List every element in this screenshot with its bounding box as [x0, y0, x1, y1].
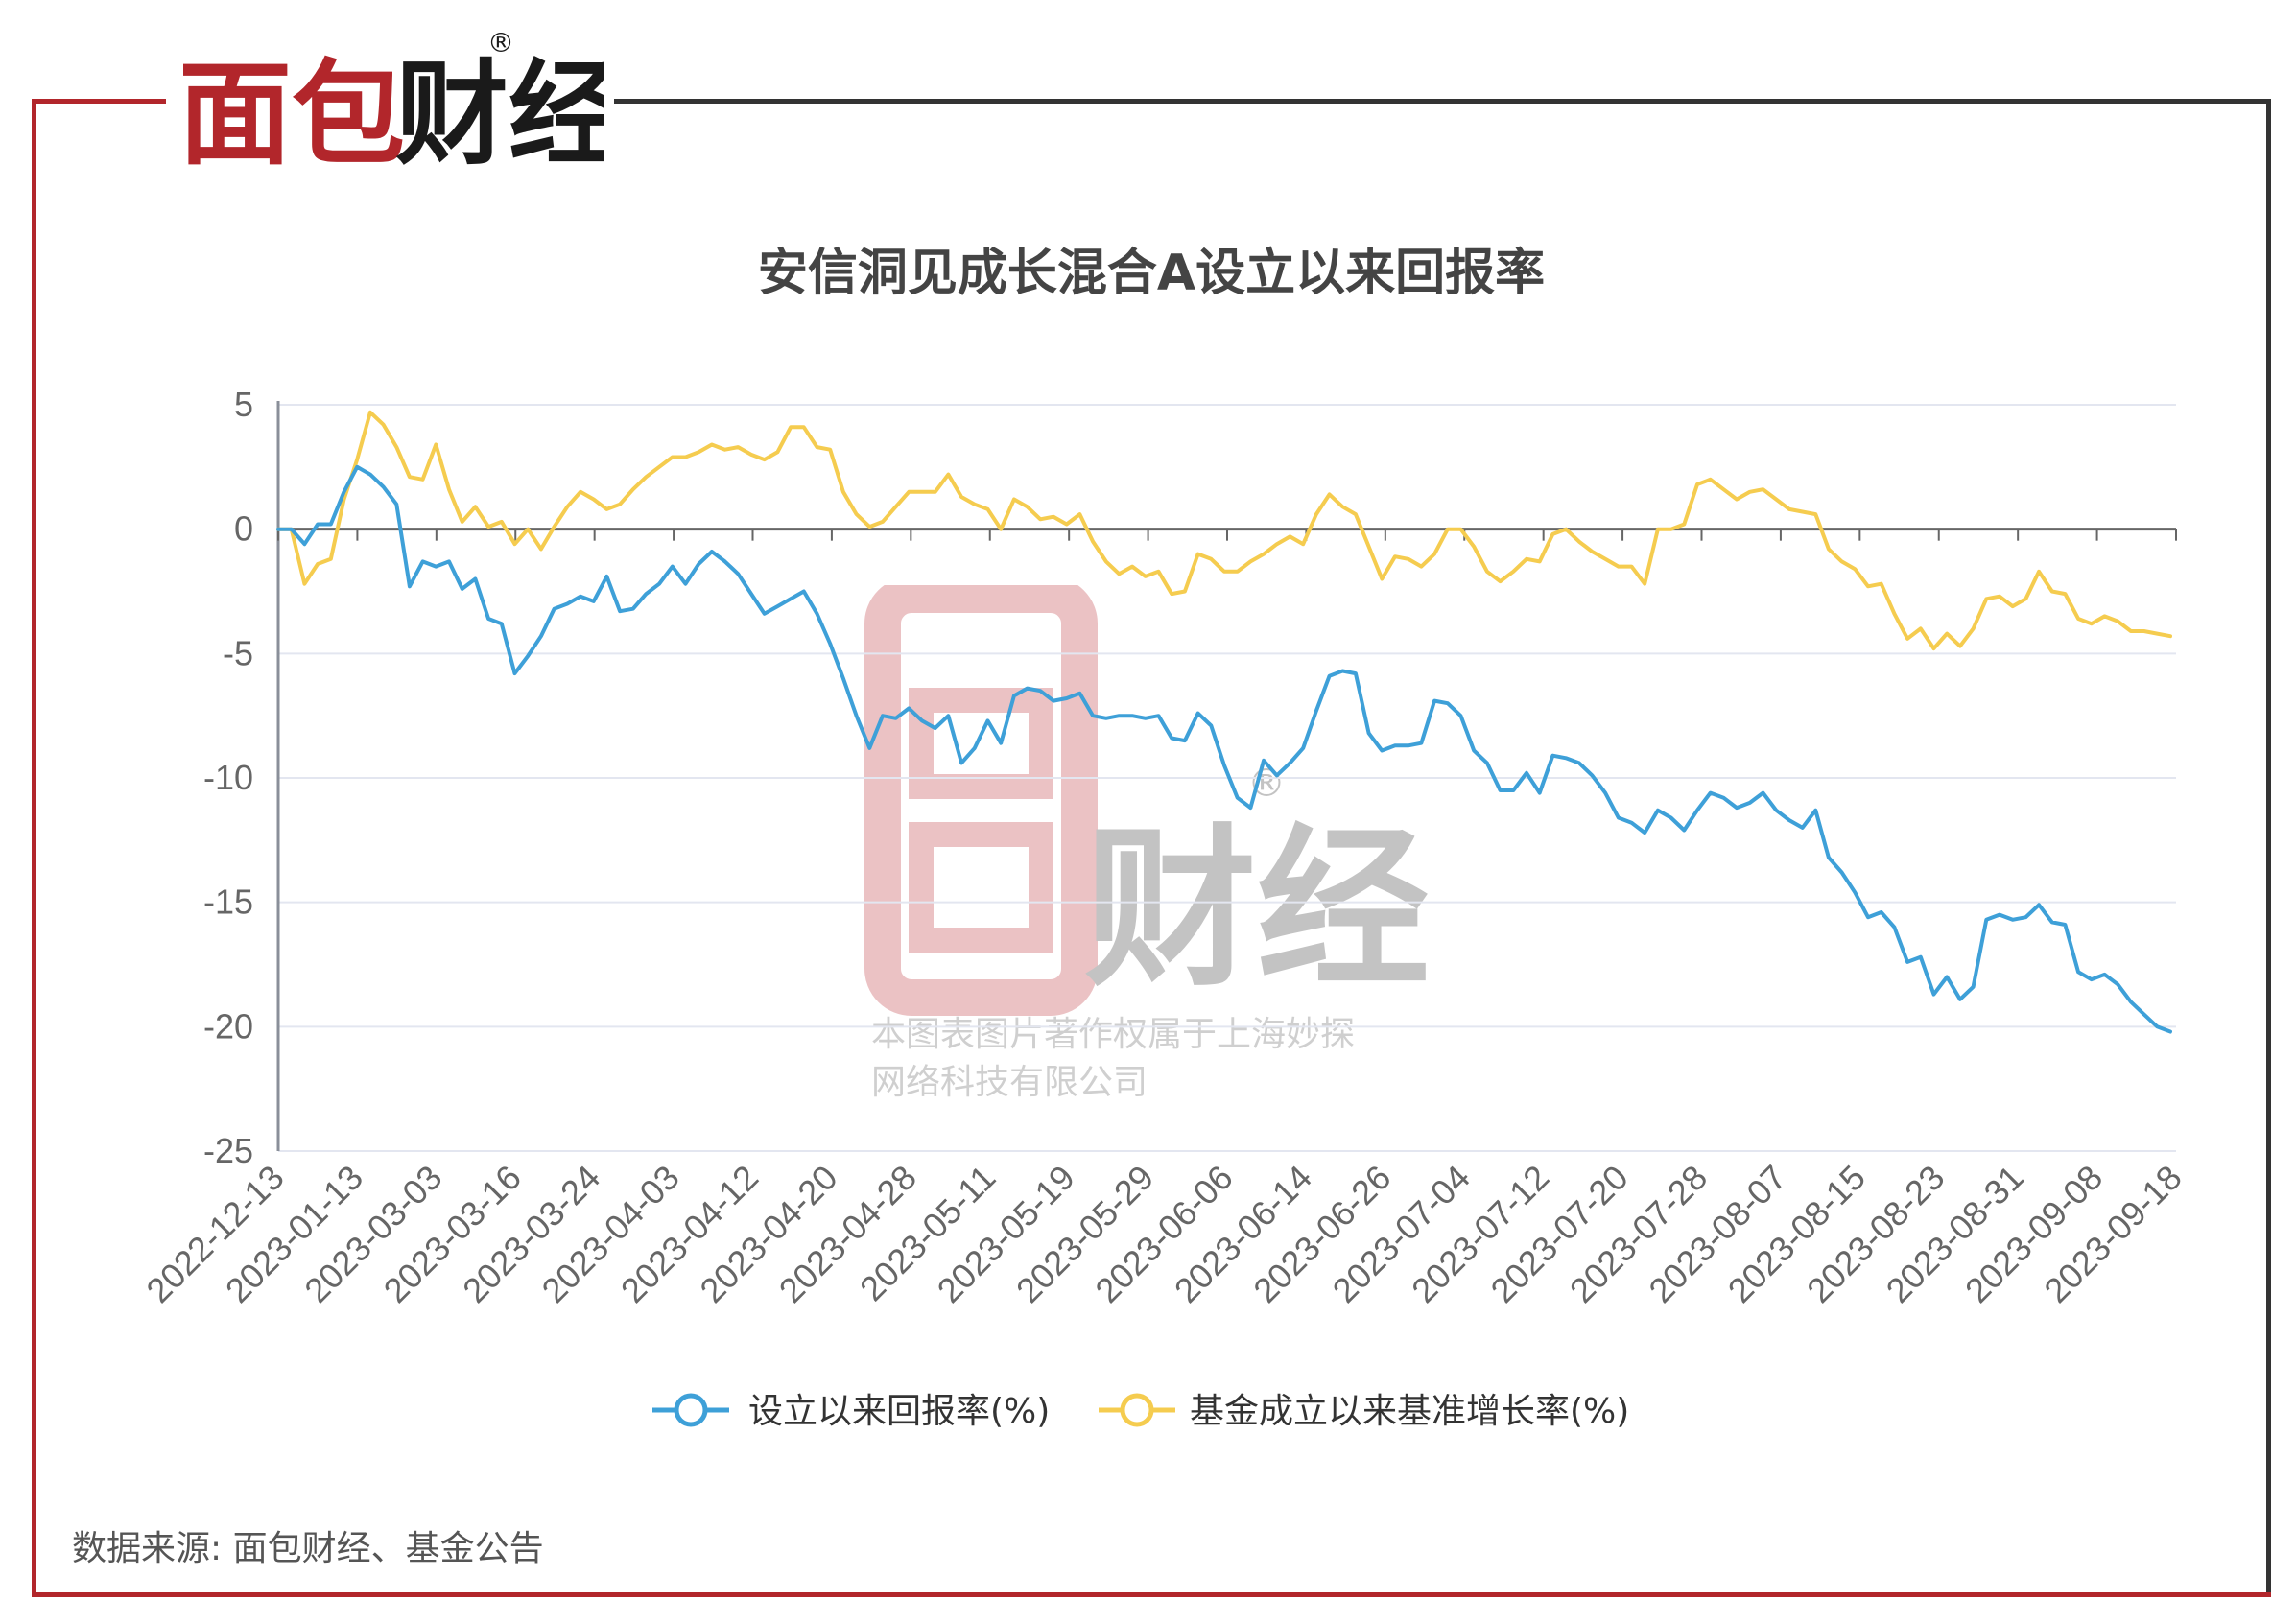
- svg-text:财经: 财经: [1084, 810, 1430, 1010]
- y-tick-label: -10: [203, 758, 253, 797]
- frame-right-border: [2266, 99, 2271, 1597]
- registered-mark: ®: [487, 27, 514, 59]
- chart-title: 安信洞见成长混合A设立以来回报率: [758, 245, 1545, 302]
- series-line-0: [276, 464, 2172, 1034]
- y-tick-label: -5: [223, 633, 253, 672]
- y-tick-label: -15: [203, 882, 253, 922]
- legend-marker-0: [674, 1393, 708, 1427]
- y-tick-label: -20: [203, 1006, 253, 1046]
- chart-legend: 设立以来回报率(%) 基金成立以来基准增长率(%): [652, 1392, 1629, 1431]
- watermark: 财经 ® 本图表图片著作权属于上海妙探 网络科技有限公司: [864, 585, 1430, 1102]
- frame-left-border: [32, 101, 36, 1597]
- svg-text:财经: 财经: [395, 48, 604, 166]
- chart-lines: [276, 410, 2172, 1034]
- watermark-line1: 本图表图片著作权属于上海妙探: [871, 1015, 1355, 1054]
- y-tick-label: -25: [203, 1131, 253, 1170]
- frame-bottom-border: [32, 1592, 2271, 1597]
- legend-label-0: 设立以来回报率(%): [748, 1392, 1050, 1431]
- y-tick-label: 5: [234, 385, 253, 424]
- watermark-line2: 网络科技有限公司: [871, 1063, 1148, 1102]
- brand-logo: 面包 财经 ®: [173, 17, 604, 166]
- legend-marker-1: [1120, 1393, 1154, 1427]
- series-line-1: [276, 410, 2172, 651]
- frame-top-border-right: [614, 99, 2271, 104]
- y-tick-label: 0: [234, 509, 253, 549]
- legend-label-1: 基金成立以来基准增长率(%): [1190, 1392, 1629, 1431]
- x-axis-labels: 2022-12-132023-01-132023-03-032023-03-16…: [138, 1158, 2189, 1310]
- frame-top-border-left: [32, 99, 166, 104]
- chart-grid: [278, 404, 2176, 1152]
- svg-text:面包: 面包: [178, 48, 405, 166]
- y-axis-labels: 5 0 -5 -10 -15 -20 -25: [203, 385, 253, 1170]
- data-source-note: 数据来源: 面包财经、基金公告: [72, 1529, 544, 1568]
